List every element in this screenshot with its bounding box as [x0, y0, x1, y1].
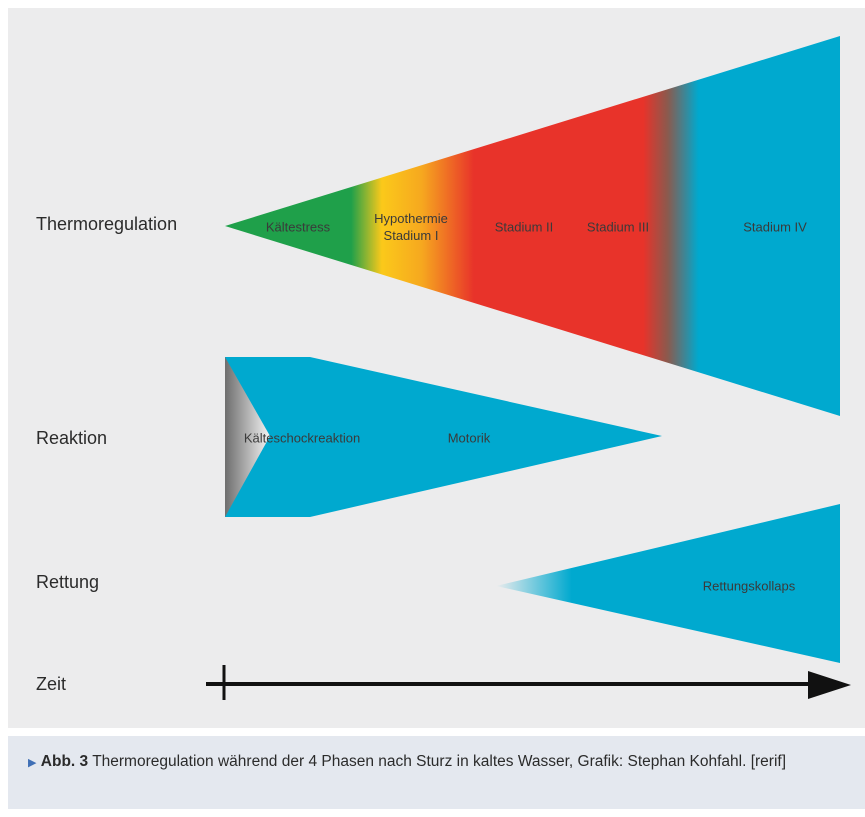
caption-box: ▶ Abb. 3 Thermoregulation während der 4 … — [8, 736, 865, 809]
row-label-rettung: Rettung — [36, 572, 100, 592]
row-label-zeit: Zeit — [36, 674, 67, 694]
caption-text: Thermoregulation während der 4 Phasen na… — [92, 753, 787, 770]
row-label-thermoregulation: Thermoregulation — [36, 214, 178, 234]
time-axis-arrowhead — [808, 671, 851, 699]
kaelteschock-grey-triangle — [225, 357, 270, 517]
diagram-graphics — [206, 36, 851, 700]
phase-label-hypothermie: Hypothermie Stadium I — [374, 210, 448, 244]
phase-label-motorik: Motorik — [447, 430, 491, 446]
phase-label-hypothermie-line1: Hypothermie — [374, 211, 448, 226]
caption-label: Abb. 3 — [40, 753, 89, 770]
phase-label-stadium-iv: Stadium IV — [743, 219, 807, 235]
reaktion-shape — [225, 357, 662, 517]
phase-label-rettungskollaps: Rettungskollaps — [702, 578, 796, 594]
figure-caption: ▶ Abb. 3 Thermoregulation während der 4 … — [28, 750, 843, 775]
row-label-reaktion: Reaktion — [36, 428, 108, 448]
phase-label-hypothermie-line2: Stadium I — [383, 228, 439, 243]
phase-label-stadium-iii: Stadium III — [586, 219, 650, 235]
caption-marker-icon: ▶ — [28, 757, 37, 769]
thermoregulation-wedge — [225, 36, 840, 416]
phase-label-kaeltestress: Kältestress — [265, 219, 331, 235]
phase-label-stadium-ii: Stadium II — [494, 219, 554, 235]
rettung-wedge — [496, 504, 840, 663]
diagram-figure: Thermoregulation Reaktion Rettung Zeit K… — [8, 8, 865, 728]
phase-label-kaelteschockreaktion: Kälteschockreaktion — [243, 430, 361, 446]
